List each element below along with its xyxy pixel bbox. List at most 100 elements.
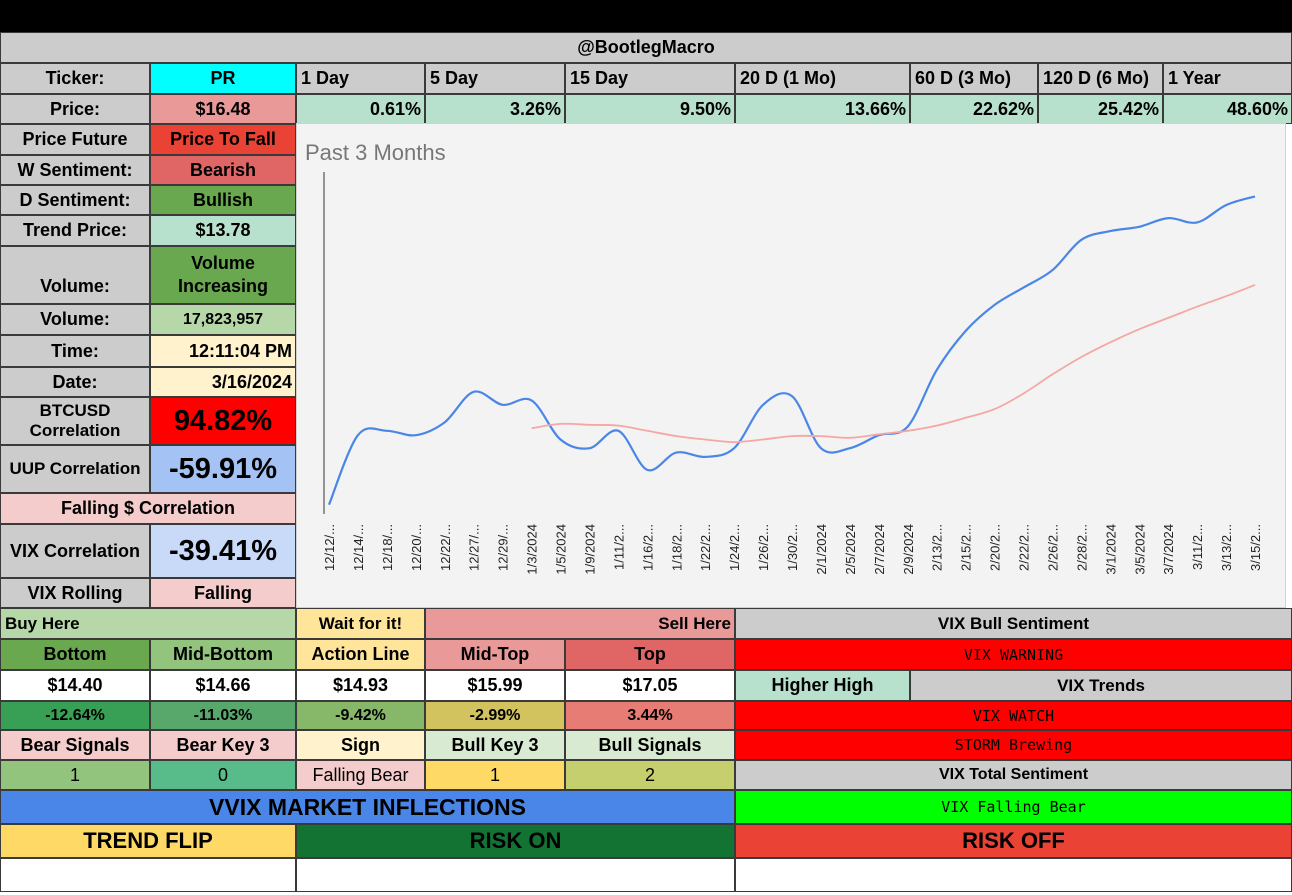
x-tick-label: 1/3/2024: [525, 524, 540, 575]
wait-label: Wait for it!: [296, 608, 425, 639]
level-top-pct: 3.44%: [565, 701, 735, 730]
volume-trend-label: Volume:: [0, 246, 150, 304]
x-tick-label: 2/5/2024: [843, 524, 858, 575]
x-tick-label: 1/26/2...: [756, 524, 771, 571]
level-action-line-price: $14.93: [296, 670, 425, 701]
time-label: Time:: [0, 335, 150, 367]
period-20-day: 20 D (1 Mo): [735, 63, 910, 94]
bear-key-3-header: Bear Key 3: [150, 730, 296, 760]
higher-high: Higher High: [735, 670, 910, 701]
chart-title: Past 3 Months: [305, 140, 446, 165]
price-series-line: [327, 195, 1256, 506]
level-mid-top-price: $15.99: [425, 670, 565, 701]
window-top-bar: [0, 0, 1292, 32]
price-future-value: Price To Fall: [150, 124, 296, 155]
period-120-day: 120 D (6 Mo): [1038, 63, 1163, 94]
btcusd-correlation-label: BTCUSD Correlation: [0, 397, 150, 445]
vix-trends: VIX Trends: [910, 670, 1292, 701]
x-tick-label: 1/24/2...: [727, 524, 742, 571]
x-tick-label: 12/29/...: [496, 524, 511, 571]
x-tick-label: 1/30/2...: [785, 524, 800, 571]
vvix-market-inflections: VVIX MARKET INFLECTIONS: [0, 790, 735, 824]
chart-svg: 12/12/... 12/14/... 12/18/... 12/20/... 12/2…: [322, 172, 1263, 575]
empty-cell-risk-off: [735, 858, 1292, 892]
x-tick-label: 2/26/2...: [1045, 524, 1060, 571]
uup-correlation-value: -59.91%: [150, 445, 296, 493]
bear-signals-value: 1: [0, 760, 150, 790]
average-series-line: [531, 284, 1256, 444]
bear-key-3-value: 0: [150, 760, 296, 790]
bull-signals-value: 2: [565, 760, 735, 790]
x-tick-label: 2/13/2...: [930, 524, 945, 571]
return-120-day: 25.42%: [1038, 94, 1163, 124]
x-tick-label: 1/16/2...: [640, 524, 655, 571]
bull-key-3-value: 1: [425, 760, 565, 790]
empty-cell-trend-flip: [0, 858, 296, 892]
x-tick-label: 3/1/2024: [1103, 524, 1118, 575]
w-sentiment-label: W Sentiment:: [0, 155, 150, 185]
x-tick-label: 12/14/...: [351, 524, 366, 571]
vix-rolling-value: Falling: [150, 578, 296, 608]
falling-dollar-correlation: Falling $ Correlation: [0, 493, 296, 524]
level-mid-bottom-pct: -11.03%: [150, 701, 296, 730]
x-tick-label: 3/7/2024: [1161, 524, 1176, 575]
period-1-day: 1 Day: [296, 63, 425, 94]
buy-here-label: Buy Here: [0, 608, 296, 639]
price-label: Price:: [0, 94, 150, 124]
vix-falling-bear: VIX Falling Bear: [735, 790, 1292, 824]
x-tick-label: 3/15/2...: [1248, 524, 1263, 571]
x-tick-label: 1/5/2024: [554, 524, 569, 575]
return-1-year: 48.60%: [1163, 94, 1292, 124]
storm-brewing: STORM Brewing: [735, 730, 1292, 760]
price-chart: Past 3 Months 12/12/... 12/14/... 12/18/..…: [296, 123, 1286, 608]
risk-off: RISK OFF: [735, 824, 1292, 858]
x-tick-label: 12/12/...: [322, 524, 337, 571]
x-tick-label: 2/28/2...: [1074, 524, 1089, 571]
x-tick-label: 2/15/2...: [959, 524, 974, 571]
level-action-line-pct: -9.42%: [296, 701, 425, 730]
sheet-title: @BootlegMacro: [0, 32, 1292, 63]
empty-cell-risk-on: [296, 858, 735, 892]
sign-header: Sign: [296, 730, 425, 760]
x-tick-label: 2/7/2024: [872, 524, 887, 575]
x-tick-label: 3/13/2...: [1219, 524, 1234, 571]
x-tick-label: 2/1/2024: [814, 524, 829, 575]
sell-here-label: Sell Here: [425, 608, 735, 639]
period-60-day: 60 D (3 Mo): [910, 63, 1038, 94]
volume-trend-value: Volume Increasing: [150, 246, 296, 304]
w-sentiment-value: Bearish: [150, 155, 296, 185]
volume-label: Volume:: [0, 304, 150, 335]
level-top-price: $17.05: [565, 670, 735, 701]
vix-correlation-value: -39.41%: [150, 524, 296, 578]
period-5-day: 5 Day: [425, 63, 565, 94]
vix-bull-sentiment: VIX Bull Sentiment: [735, 608, 1292, 639]
time-value: 12:11:04 PM: [150, 335, 296, 367]
price-future-label: Price Future: [0, 124, 150, 155]
level-top-header: Top: [565, 639, 735, 670]
level-bottom-header: Bottom: [0, 639, 150, 670]
volume-value: 17,823,957: [150, 304, 296, 335]
uup-correlation-label: UUP Correlation: [0, 445, 150, 493]
x-tick-label: 1/9/2024: [582, 524, 597, 575]
sign-value: Falling Bear: [296, 760, 425, 790]
x-tick-label: 1/18/2...: [669, 524, 684, 571]
period-1-year: 1 Year: [1163, 63, 1292, 94]
x-tick-label: 12/20/...: [409, 524, 424, 571]
x-tick-label: 2/20/2...: [988, 524, 1003, 571]
x-tick-label: 2/9/2024: [901, 524, 916, 575]
bull-signals-header: Bull Signals: [565, 730, 735, 760]
x-tick-label: 12/18/...: [380, 524, 395, 571]
d-sentiment-value: Bullish: [150, 185, 296, 215]
x-tick-label: 3/5/2024: [1132, 524, 1147, 575]
trend-price-label: Trend Price:: [0, 215, 150, 246]
x-tick-label: 1/22/2...: [698, 524, 713, 571]
return-60-day: 22.62%: [910, 94, 1038, 124]
level-bottom-price: $14.40: [0, 670, 150, 701]
bear-signals-header: Bear Signals: [0, 730, 150, 760]
vix-rolling-label: VIX Rolling: [0, 578, 150, 608]
date-label: Date:: [0, 367, 150, 397]
x-tick-label: 3/11/2...: [1190, 524, 1205, 570]
level-mid-bottom-header: Mid-Bottom: [150, 639, 296, 670]
vix-correlation-label: VIX Correlation: [0, 524, 150, 578]
x-tick-label: 2/22/2...: [1017, 524, 1032, 571]
